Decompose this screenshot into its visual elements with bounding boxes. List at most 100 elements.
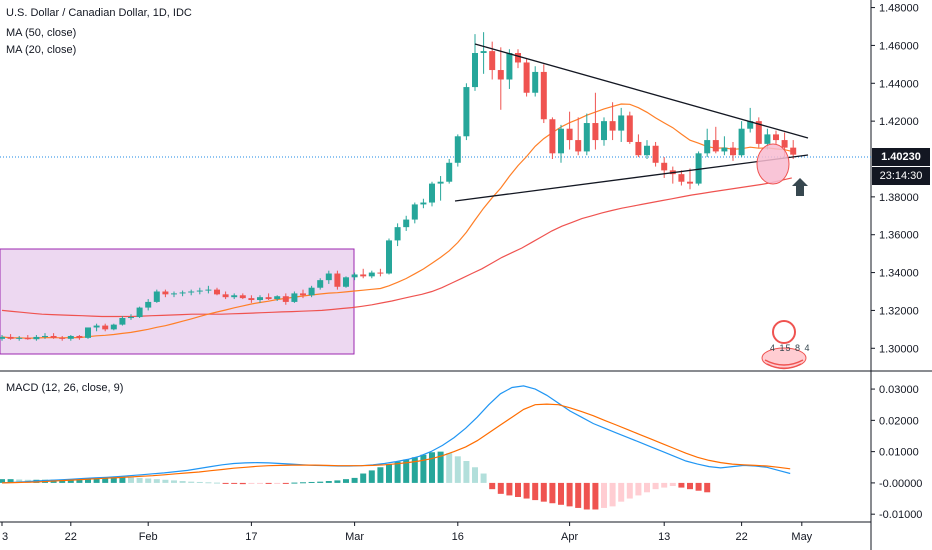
candle-body: [644, 145, 650, 156]
candle-body: [145, 301, 152, 308]
macd-histogram-bar: [446, 453, 453, 483]
candle-body: [454, 136, 461, 163]
candle-body: [300, 293, 306, 296]
time-tick-label: 22: [735, 531, 747, 543]
price-tick-label: 1.34000: [879, 268, 919, 280]
candle-body: [704, 140, 711, 154]
candle-body: [119, 318, 126, 325]
candle-body: [446, 162, 453, 182]
macd-histogram-bar: [678, 482, 685, 488]
highlight-ellipse[interactable]: [756, 143, 790, 185]
price-tick-label: 1.48000: [879, 3, 919, 15]
candle-body: [730, 147, 736, 156]
macd-histogram-bar: [411, 457, 418, 483]
upper-trendline[interactable]: [474, 43, 809, 139]
macd-histogram-bar: [153, 479, 160, 483]
macd-histogram-bar: [635, 482, 642, 496]
macd-histogram-bar: [334, 480, 341, 483]
macd-histogram-bar: [377, 467, 384, 483]
candle-body: [695, 153, 702, 184]
candle-body: [188, 291, 195, 293]
time-tick-label: 13: [658, 531, 670, 543]
macd-line: [1, 385, 791, 484]
price-tick-label: 1.44000: [879, 78, 919, 90]
candle-body: [540, 71, 547, 120]
ma20-legend[interactable]: MA (20, close): [6, 44, 77, 56]
macd-histogram-bar: [626, 482, 633, 499]
macd-histogram-bar: [558, 482, 564, 505]
candle-body: [738, 128, 745, 156]
ma20-line: [1, 103, 794, 339]
macd-histogram-bar: [231, 482, 238, 484]
macd-histogram-bar: [282, 482, 289, 484]
price-tick-label: 1.38000: [879, 192, 919, 204]
candle-body: [755, 121, 762, 144]
macd-histogram-bar: [136, 477, 143, 483]
macd-histogram-bar: [592, 482, 599, 510]
macd-histogram-bar: [214, 482, 220, 484]
lower-trendline[interactable]: [454, 154, 809, 202]
candle-body: [265, 297, 272, 300]
macd-histogram-bar: [162, 479, 169, 483]
candle-body: [282, 296, 289, 302]
macd-histogram-bar: [609, 482, 616, 507]
candle-body: [351, 274, 358, 278]
candle-body: [429, 183, 435, 203]
price-tick-label: 1.46000: [879, 40, 919, 52]
candle-body: [110, 324, 117, 330]
macd-axis[interactable]: 0.03000 0.02000 0.01000 -0.00000 -0.01000: [871, 384, 922, 521]
candle-body: [291, 293, 298, 302]
macd-histogram-bar: [583, 482, 590, 510]
macd-legend[interactable]: MACD (12, 26, close, 9): [6, 382, 124, 394]
macd-histogram-bar: [661, 482, 668, 488]
macd-histogram-bar: [205, 482, 212, 484]
price-tick-label: 1.30000: [879, 343, 919, 355]
candle-body: [781, 140, 788, 148]
candle-body: [368, 272, 375, 277]
arrow-up-icon[interactable]: [792, 178, 808, 196]
macd-histogram-bar: [618, 482, 625, 502]
candle-body: [76, 335, 83, 338]
candle-body: [661, 162, 668, 171]
macd-tick-label: -0.01000: [879, 509, 922, 521]
price-pane: [0, 32, 797, 341]
macd-histogram-bar: [472, 467, 478, 483]
macd-tick-label: 0.02000: [879, 415, 919, 427]
signal-line: [1, 403, 791, 484]
candle-body: [790, 147, 797, 155]
ma50-legend[interactable]: MA (50, close): [6, 27, 77, 39]
candle-body: [171, 293, 177, 295]
macd-histogram-bar: [566, 482, 573, 507]
macd-histogram-bar: [420, 454, 427, 483]
candle-body: [214, 289, 220, 295]
candle-body: [411, 204, 418, 220]
macd-histogram-bar: [67, 479, 74, 483]
macd-histogram-bar: [102, 477, 109, 483]
price-tick-label: 1.32000: [879, 305, 919, 317]
chart-title: U.S. Dollar / Canadian Dollar, 1D, IDC: [6, 7, 192, 19]
candle-body: [523, 62, 530, 93]
candle-body: [635, 141, 642, 156]
candle-body: [85, 327, 91, 338]
macd-histogram-bar: [343, 479, 349, 483]
candle-body: [24, 337, 31, 340]
candle-body: [712, 140, 719, 152]
candle-body: [566, 128, 573, 141]
candle-body: [532, 71, 539, 93]
candle-body: [575, 140, 582, 152]
macd-histogram-bar: [76, 478, 83, 483]
macd-histogram-bar: [403, 459, 410, 483]
macd-histogram-bar: [179, 481, 186, 483]
price-axis[interactable]: 1.48000 1.46000 1.44000 1.42000 1.38000 1.360…: [871, 3, 919, 356]
macd-histogram-bar: [110, 476, 117, 483]
macd-tick-label: -0.00000: [879, 478, 922, 490]
candle-body: [42, 335, 48, 337]
time-axis[interactable]: 3 22 Feb 17 Mar 16 Apr 13 22 May: [1, 522, 813, 543]
candle-body: [394, 227, 401, 241]
candle-body: [618, 115, 625, 131]
macd-histogram-bar: [0, 479, 5, 483]
watermark-digits: 4 15 8 4: [770, 343, 811, 353]
candle-body: [196, 290, 203, 292]
candle-body: [463, 87, 470, 137]
